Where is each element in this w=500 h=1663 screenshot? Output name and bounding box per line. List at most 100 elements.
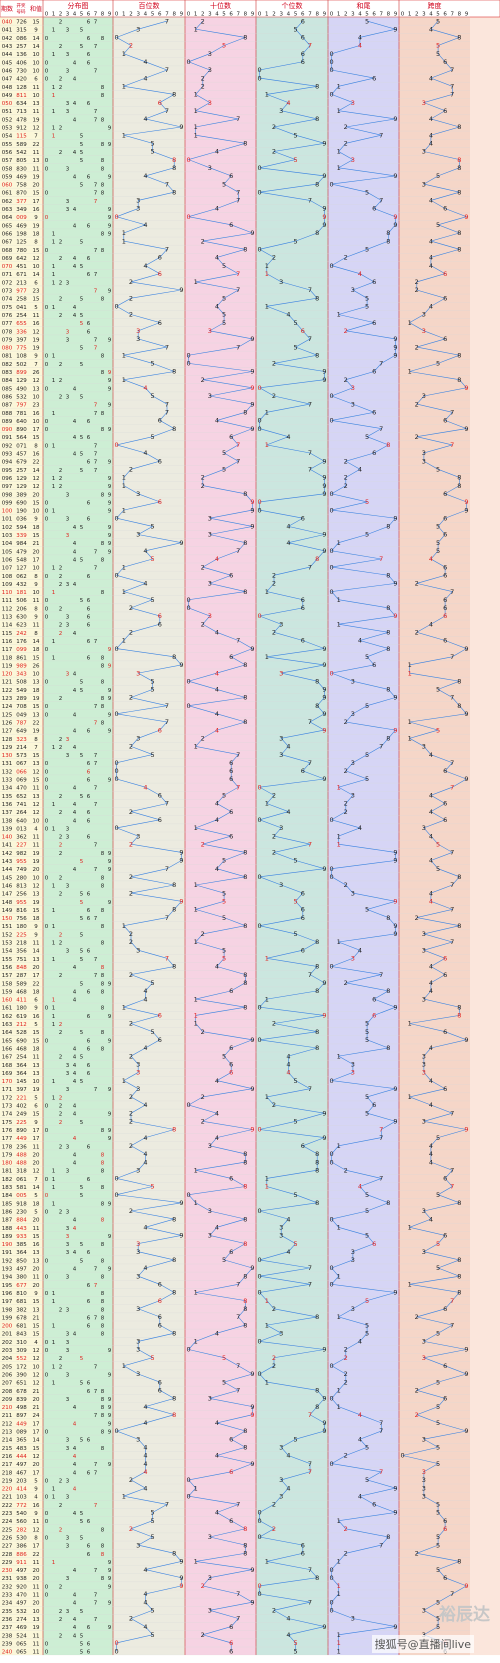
number-cell: 649 xyxy=(16,729,27,735)
period-cell: 067 xyxy=(2,240,13,246)
trend-digit-t: 1 xyxy=(194,123,198,131)
distribution-digit: 1 xyxy=(52,998,56,1004)
sum-cell: 18 xyxy=(33,231,40,237)
trend-digit-h: 3 xyxy=(136,197,140,205)
trend-digit-st: 1 xyxy=(337,539,341,547)
period-cell: 206 xyxy=(2,1372,13,1378)
distribution-digit: 8 xyxy=(101,1576,105,1582)
trend-digit-st: 0 xyxy=(329,50,333,58)
trend-digit-st: 7 xyxy=(379,1134,383,1142)
trend-digit-t: 9 xyxy=(250,425,254,433)
trend-digit-t: 0 xyxy=(186,596,190,604)
distribution-digit: 1 xyxy=(52,1014,56,1020)
number-cell: 678 xyxy=(16,1389,27,1395)
trend-digit-u: 1 xyxy=(265,91,269,99)
number-cell: 180 xyxy=(16,924,27,930)
period-cell: 215 xyxy=(2,1446,13,1452)
distribution-digit: 3 xyxy=(66,753,70,759)
trend-digit-sp: 8 xyxy=(457,1558,461,1566)
distribution-digit: 8 xyxy=(101,541,105,547)
distribution-digit: 1 xyxy=(52,1560,56,1566)
trend-digit-st: 9 xyxy=(393,1484,397,1492)
distribution-digit: 8 xyxy=(101,36,105,42)
trend-digit-t: 6 xyxy=(229,653,233,661)
header-digit-sp-4: 4 xyxy=(429,12,433,18)
trend-digit-h: 4 xyxy=(143,1419,147,1427)
number-cell: 488 xyxy=(16,1161,27,1167)
trend-digit-u: 5 xyxy=(294,1077,298,1085)
trend-digit-u: 9 xyxy=(322,726,326,734)
distribution-digit: 0 xyxy=(45,778,49,784)
trend-digit-u: 0 xyxy=(258,1590,262,1598)
period-cell: 042 xyxy=(2,36,13,42)
distribution-digit: 9 xyxy=(108,427,112,433)
distribution-digit: 6 xyxy=(87,1641,91,1647)
trend-digit-st: 7 xyxy=(379,1175,383,1183)
number-cell: 397 xyxy=(16,337,27,343)
trend-digit-h: 8 xyxy=(172,881,176,889)
trend-digit-sp: 8 xyxy=(457,677,461,685)
trend-digit-sp: 7 xyxy=(450,1297,454,1305)
trend-digit-u: 9 xyxy=(322,205,326,213)
period-cell: 236 xyxy=(2,1617,13,1623)
trend-digit-u: 9 xyxy=(322,775,326,783)
distribution-digit: 6 xyxy=(87,835,91,841)
number-cell: 897 xyxy=(16,1413,27,1419)
trend-digit-st: 5 xyxy=(365,1321,369,1329)
distribution-digit: 4 xyxy=(73,582,77,588)
trend-digit-t: 4 xyxy=(215,555,219,563)
trend-digit-h: 7 xyxy=(165,66,169,74)
trend-digit-t: 0 xyxy=(186,1476,190,1484)
trend-digit-h: 4 xyxy=(143,1158,147,1166)
sum-cell: 16 xyxy=(33,321,40,327)
trend-digit-st: 7 xyxy=(379,1126,383,1134)
trend-digit-t: 3 xyxy=(208,50,212,58)
trend-digit-sp: 6 xyxy=(443,514,447,522)
trend-digit-h: 3 xyxy=(136,1272,140,1280)
distribution-digit: 8 xyxy=(101,1185,105,1191)
trend-digit-t: 9 xyxy=(250,384,254,392)
number-cell: 524 xyxy=(16,1633,27,1639)
trend-digit-t: 1 xyxy=(194,938,198,946)
trend-digit-h: 6 xyxy=(158,612,162,620)
distribution-digit: 1 xyxy=(52,957,56,963)
distribution-digit: 4 xyxy=(73,101,77,107)
trend-digit-t: 9 xyxy=(250,498,254,506)
sum-cell: 16 xyxy=(33,452,40,458)
trend-digit-sp: 9 xyxy=(464,506,468,514)
distribution-digit: 1 xyxy=(52,941,56,947)
period-cell: 074 xyxy=(2,297,13,303)
distribution-digit: 1 xyxy=(52,509,56,515)
sum-cell: 7 xyxy=(34,1177,38,1183)
distribution-digit: 2 xyxy=(59,1144,63,1150)
trend-digit-sp: 3 xyxy=(422,1052,426,1060)
distribution-digit: 5 xyxy=(80,394,84,400)
number-cell: 843 xyxy=(16,1332,27,1338)
number-cell: 508 xyxy=(16,680,27,686)
distribution-digit: 6 xyxy=(87,916,91,922)
trend-digit-h: 0 xyxy=(115,1191,119,1199)
trend-digit-u: 0 xyxy=(258,245,262,253)
trend-digit-t: 3 xyxy=(208,66,212,74)
trend-digit-st: 7 xyxy=(379,555,383,563)
period-cell: 187 xyxy=(2,1218,13,1224)
trend-digit-st: 1 xyxy=(337,1558,341,1566)
distribution-digit: 7 xyxy=(94,44,98,50)
trend-digit-t: 2 xyxy=(201,620,205,628)
trend-digit-t: 6 xyxy=(229,1639,233,1647)
distribution-digit: 1 xyxy=(52,476,56,482)
period-cell: 202 xyxy=(2,1340,13,1346)
trend-digit-t: 3 xyxy=(208,580,212,588)
number-cell: 385 xyxy=(16,1242,27,1248)
trend-digit-u: 4 xyxy=(286,743,290,751)
period-cell: 110 xyxy=(2,590,13,596)
distribution-digit: 8 xyxy=(101,1544,105,1550)
number-cell: 775 xyxy=(16,346,27,352)
distribution-digit: 4 xyxy=(73,1454,77,1460)
trend-digit-sp: 9 xyxy=(464,498,468,506)
trend-digit-u: 3 xyxy=(279,1492,283,1500)
number-cell: 498 xyxy=(16,1405,27,1411)
trend-digit-st: 2 xyxy=(344,718,348,726)
trend-digit-sp: 5 xyxy=(436,1533,440,1541)
distribution-digit: 0 xyxy=(45,924,49,930)
